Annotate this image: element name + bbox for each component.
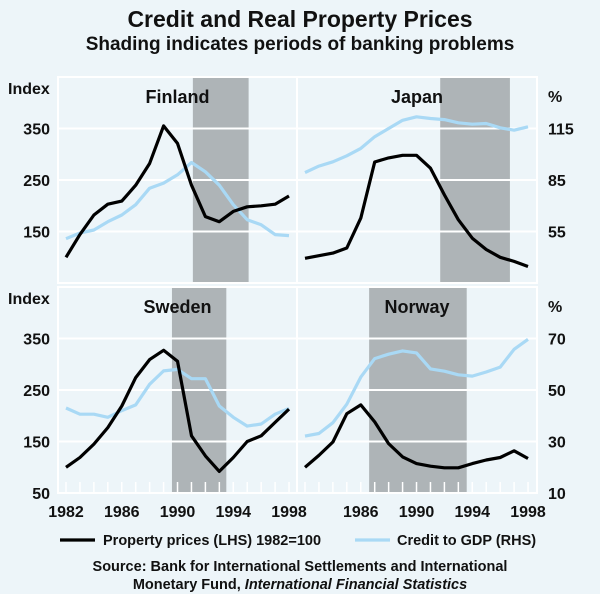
right-tick-label: 50 (548, 383, 566, 400)
legend-label: Property prices (LHS) 1982=100 (103, 533, 321, 549)
panel-title: Norway (384, 297, 449, 317)
left-tick-label: 50 (32, 486, 50, 503)
left-axis-label: Index (8, 81, 50, 98)
x-tick-label: 1998 (510, 504, 546, 521)
source-publication: International Financial Statistics (244, 577, 468, 593)
x-tick-label: 1994 (215, 504, 251, 521)
left-tick-label: 150 (23, 435, 50, 452)
source-line-2-text: Monetary Fund, (132, 577, 241, 593)
source-note: Source: Bank for International Settlemen… (0, 558, 600, 594)
x-tick-label: 1986 (343, 504, 379, 521)
chart-title: Credit and Real Property Prices (127, 6, 473, 32)
x-tick-label: 1990 (160, 504, 196, 521)
panel-norway (296, 286, 538, 494)
x-tick-label: 1990 (399, 504, 435, 521)
left-tick-label: 250 (23, 383, 50, 400)
left-axis-label: Index (8, 291, 50, 308)
x-tick-label: 1998 (271, 504, 307, 521)
panel-sweden (57, 286, 298, 494)
legend-label: Credit to GDP (RHS) (397, 533, 536, 549)
x-tick-label: 1994 (454, 504, 490, 521)
right-tick-label: 85 (548, 173, 566, 190)
source-line-1: Source: Bank for International Settlemen… (92, 559, 508, 575)
left-tick-label: 250 (23, 173, 50, 190)
left-tick-label: 350 (23, 122, 50, 139)
panel-frame (296, 76, 538, 284)
x-tick-label: 1982 (48, 504, 84, 521)
credit-to-gdp-line (304, 115, 529, 175)
right-tick-label: 70 (548, 332, 566, 349)
right-axis-label: % (548, 89, 562, 106)
source-line-2: Monetary Fund, International Financial S… (0, 576, 600, 594)
right-tick-label: 55 (548, 225, 566, 242)
right-tick-label: 30 (548, 435, 566, 452)
panel-japan (296, 76, 538, 284)
credit-to-gdp-line (304, 338, 529, 438)
panel-title: Finland (146, 87, 210, 107)
credit-to-gdp-line (65, 160, 290, 241)
right-axis-label: % (548, 299, 562, 316)
property-prices-line (303, 403, 529, 470)
property-prices-line (65, 348, 291, 473)
left-tick-label: 150 (23, 225, 50, 242)
property-prices-line (64, 124, 290, 259)
left-tick-label: 350 (23, 332, 50, 349)
right-tick-label: 10 (548, 486, 566, 503)
panel-finland (57, 76, 298, 284)
chart-subtitle: Shading indicates periods of banking pro… (85, 34, 515, 55)
x-tick-label: 1986 (104, 504, 140, 521)
panel-title: Japan (391, 87, 443, 107)
right-tick-label: 115 (548, 122, 574, 139)
property-prices-line (304, 153, 529, 269)
panel-title: Sweden (143, 297, 211, 317)
